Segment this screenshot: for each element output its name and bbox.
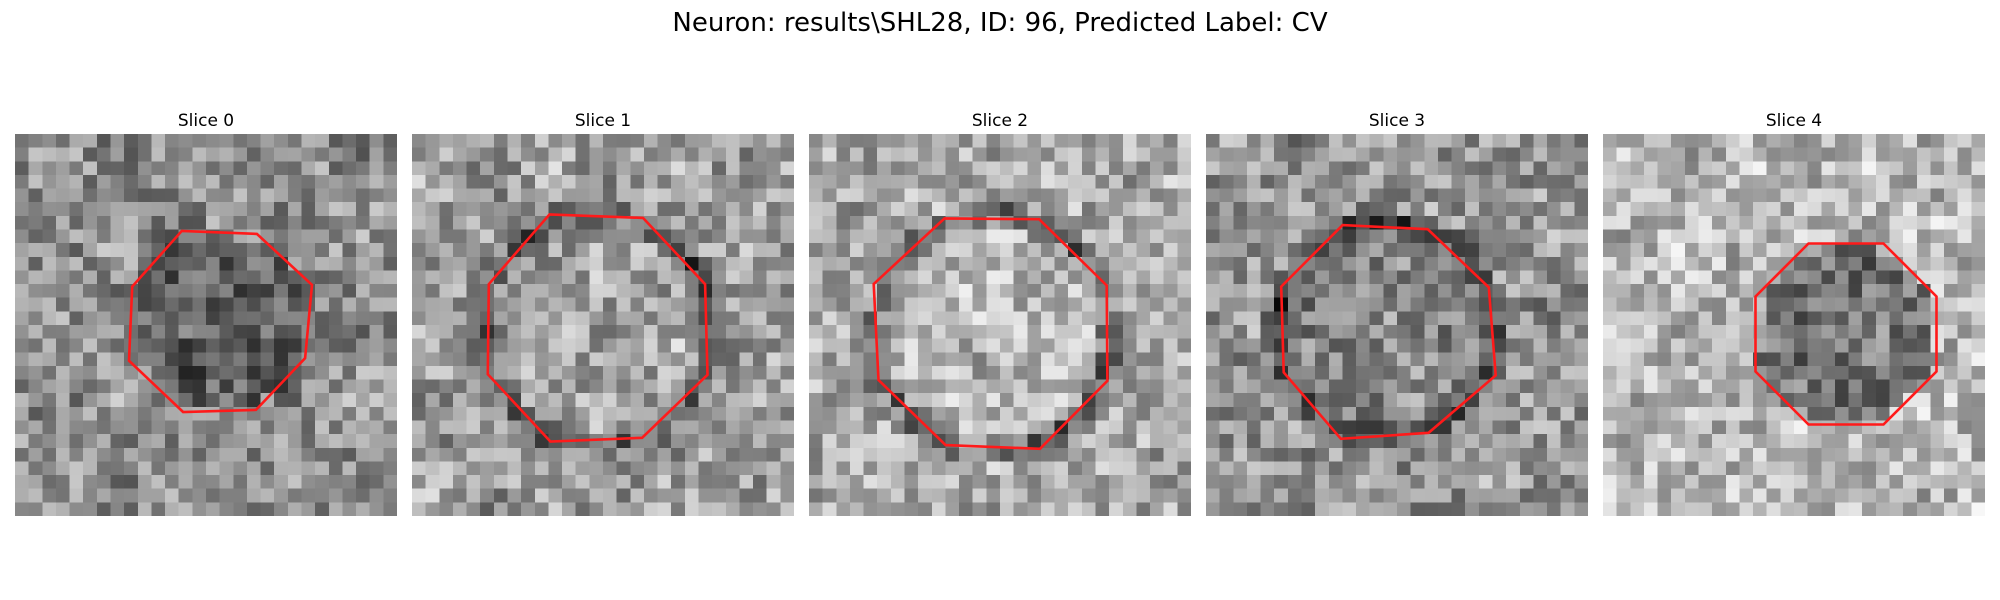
figure-title: Neuron: results\SHL28, ID: 96, Predicted… [672,8,1328,38]
slice-1-contour [486,213,709,443]
slice-panels: Slice 0 Slice 1 Slice 2 Slice 3 Slice 4 [15,110,1995,520]
slice-panel-1: Slice 1 [412,110,794,520]
slice-2-image [809,134,1191,516]
slice-2-pixels [809,134,1191,516]
slice-4-image [1603,134,1985,516]
slice-0-contour [127,229,314,414]
slice-4-title: Slice 4 [1765,111,1823,131]
slice-3-title: Slice 3 [1368,111,1426,131]
slice-1-pixels [412,134,794,516]
slice-3-contour [1279,223,1498,441]
slice-1-title: Slice 1 [574,111,632,131]
slice-1-image [412,134,794,516]
slice-panel-2: Slice 2 [809,110,1191,520]
slice-3-image [1206,134,1588,516]
slice-4-contour [1754,242,1938,426]
slice-3-pixels [1206,134,1588,516]
slice-2-contour [872,217,1109,451]
slice-panel-3: Slice 3 [1206,110,1588,520]
slice-0-pixels [15,134,397,516]
slice-0-image [15,134,397,516]
slice-4-pixels [1603,134,1985,516]
slice-panel-4: Slice 4 [1603,110,1985,520]
slice-panel-0: Slice 0 [15,110,397,520]
slice-0-title: Slice 0 [177,111,235,131]
slice-2-title: Slice 2 [971,111,1029,131]
